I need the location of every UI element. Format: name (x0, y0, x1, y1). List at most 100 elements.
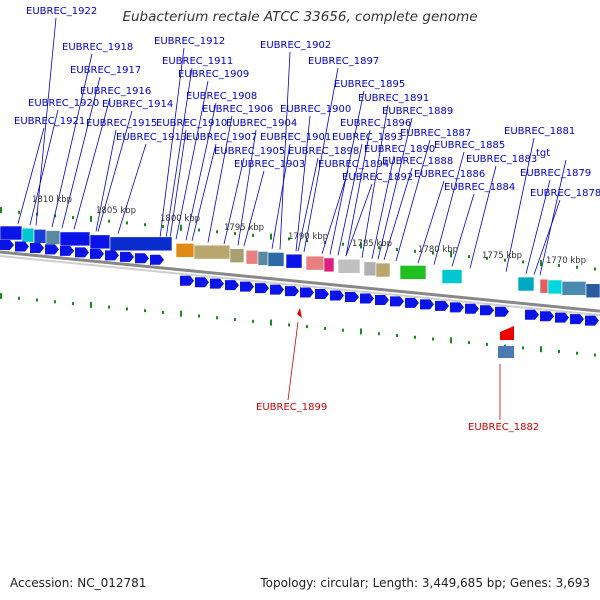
gene-arrow-forward[interactable] (375, 294, 389, 305)
gene-label-forward[interactable]: EUBREC_1892 (342, 172, 413, 183)
gene-block[interactable] (399, 265, 427, 280)
gene-arrow-forward[interactable] (570, 314, 584, 325)
gene-arrow-forward[interactable] (465, 303, 479, 314)
gene-arrow-forward[interactable] (555, 312, 569, 323)
gene-arrow-forward[interactable] (255, 283, 269, 294)
gene-arrow-forward[interactable] (195, 277, 209, 288)
gene-label-forward[interactable]: EUBREC_1922 (26, 6, 97, 17)
gene-block[interactable] (267, 252, 285, 267)
gene-block[interactable] (89, 234, 111, 250)
gene-label-forward[interactable]: EUBREC_1891 (358, 93, 429, 104)
gene-label-forward[interactable]: EUBREC_1905 (214, 146, 285, 157)
gene-arrow-forward[interactable] (495, 306, 509, 317)
gene-label-forward[interactable]: EUBREC_1900 (280, 104, 351, 115)
gene-arrow-forward[interactable] (390, 296, 404, 307)
gene-label-forward[interactable]: EUBREC_1894 (318, 159, 389, 170)
gene-block[interactable] (517, 276, 535, 292)
gene-label-forward[interactable]: EUBREC_1909 (178, 69, 249, 80)
gene-arrow-forward[interactable] (105, 250, 119, 261)
gene-label-forward[interactable]: EUBREC_1890 (364, 144, 435, 155)
gene-label-forward[interactable]: EUBREC_1898 (288, 146, 359, 157)
gene-arrow-forward[interactable] (405, 297, 419, 308)
gene-label-forward[interactable]: EUBREC_1885 (434, 140, 505, 151)
gene-label-forward[interactable]: EUBREC_1914 (102, 99, 173, 110)
gene-arrow-reverse[interactable] (500, 326, 514, 340)
gene-label-forward[interactable]: EUBREC_1888 (382, 156, 453, 167)
gene-label-forward[interactable]: tgt (536, 148, 550, 159)
gene-arrow-forward[interactable] (225, 280, 239, 291)
gene-label-forward[interactable]: EUBREC_1911 (162, 56, 233, 67)
gene-label-forward[interactable]: EUBREC_1918 (62, 42, 133, 53)
gene-label-forward[interactable]: EUBREC_1906 (202, 104, 273, 115)
gene-block[interactable] (337, 258, 361, 274)
gene-label-forward[interactable]: EUBREC_1921 (14, 116, 85, 127)
gene-label-forward[interactable]: EUBREC_1904 (226, 118, 297, 129)
gene-block[interactable] (547, 279, 563, 295)
gene-arrow-forward[interactable] (585, 315, 599, 326)
gene-label-forward[interactable]: EUBREC_1916 (80, 86, 151, 97)
gene-arrow-forward[interactable] (210, 278, 224, 289)
gene-block[interactable] (175, 243, 195, 258)
gene-label-forward[interactable]: EUBREC_1917 (70, 65, 141, 76)
gene-block[interactable] (441, 269, 463, 284)
gene-arrow-forward[interactable] (450, 302, 464, 313)
gene-block[interactable] (305, 255, 325, 271)
gene-label-reverse[interactable]: EUBREC_1882 (468, 422, 539, 433)
gene-arrow-forward[interactable] (0, 240, 14, 250)
gene-block[interactable] (109, 236, 173, 252)
gene-arrow-forward[interactable] (180, 275, 194, 286)
gene-arrow-forward[interactable] (540, 311, 554, 322)
gene-arrow-forward[interactable] (30, 242, 44, 253)
gene-arrow-forward[interactable] (420, 299, 434, 310)
gene-block[interactable] (539, 278, 549, 294)
gene-label-forward[interactable]: EUBREC_1913 (116, 132, 187, 143)
gene-arrow-forward[interactable] (270, 284, 284, 295)
gene-arrow-forward[interactable] (435, 300, 449, 311)
gene-arrow-reverse[interactable] (297, 308, 302, 318)
gene-label-reverse[interactable]: EUBREC_1899 (256, 402, 327, 413)
gene-label-forward[interactable]: EUBREC_1881 (504, 126, 575, 137)
gene-block[interactable] (375, 262, 391, 278)
gene-arrow-forward[interactable] (330, 290, 344, 301)
gene-label-forward[interactable]: EUBREC_1912 (154, 36, 225, 47)
gene-arrow-forward[interactable] (45, 244, 59, 255)
gene-block[interactable] (59, 231, 91, 247)
gene-block[interactable] (0, 225, 23, 241)
gene-block[interactable] (363, 261, 377, 277)
gene-label-forward[interactable]: EUBREC_1907 (186, 132, 257, 143)
gene-arrow-forward[interactable] (75, 247, 89, 258)
gene-arrow-forward[interactable] (285, 286, 299, 297)
gene-arrow-forward[interactable] (15, 241, 29, 252)
gene-label-forward[interactable]: EUBREC_1903 (234, 159, 305, 170)
gene-block[interactable] (193, 244, 231, 260)
gene-arrow-forward[interactable] (315, 289, 329, 300)
gene-label-forward[interactable]: EUBREC_1886 (414, 169, 485, 180)
gene-arrow-forward[interactable] (240, 281, 254, 292)
gene-block[interactable] (323, 257, 335, 273)
gene-label-forward[interactable]: EUBREC_1915 (86, 118, 157, 129)
gene-arrow-forward[interactable] (360, 293, 374, 304)
gene-block[interactable] (585, 283, 600, 299)
gene-block[interactable] (245, 249, 259, 265)
gene-block[interactable] (257, 251, 269, 266)
gene-arrow-forward[interactable] (525, 309, 539, 320)
gene-block-reverse[interactable] (498, 346, 514, 358)
gene-labels[interactable]: EUBREC_1922 EUBREC_1918 EUBREC_1917 EUBREC_… (14, 6, 600, 433)
gene-label-forward[interactable]: EUBREC_1908 (186, 91, 257, 102)
gene-arrow-forward[interactable] (135, 253, 149, 264)
gene-block[interactable] (229, 248, 245, 263)
gene-label-forward[interactable]: EUBREC_1902 (260, 40, 331, 51)
gene-label-forward[interactable]: EUBREC_1878 (530, 188, 600, 199)
gene-label-forward[interactable]: EUBREC_1884 (444, 182, 515, 193)
gene-block[interactable] (285, 253, 303, 269)
gene-label-forward[interactable]: EUBREC_1879 (520, 168, 591, 179)
gene-arrow-forward[interactable] (60, 245, 74, 256)
gene-block[interactable] (21, 227, 35, 243)
gene-arrow-forward[interactable] (120, 251, 134, 262)
gene-label-forward[interactable]: EUBREC_1889 (382, 106, 453, 117)
gene-block[interactable] (33, 229, 47, 244)
gene-label-forward[interactable]: EUBREC_1887 (400, 128, 471, 139)
gene-label-forward[interactable]: EUBREC_1901 (260, 132, 331, 143)
gene-arrow-forward[interactable] (480, 305, 494, 316)
